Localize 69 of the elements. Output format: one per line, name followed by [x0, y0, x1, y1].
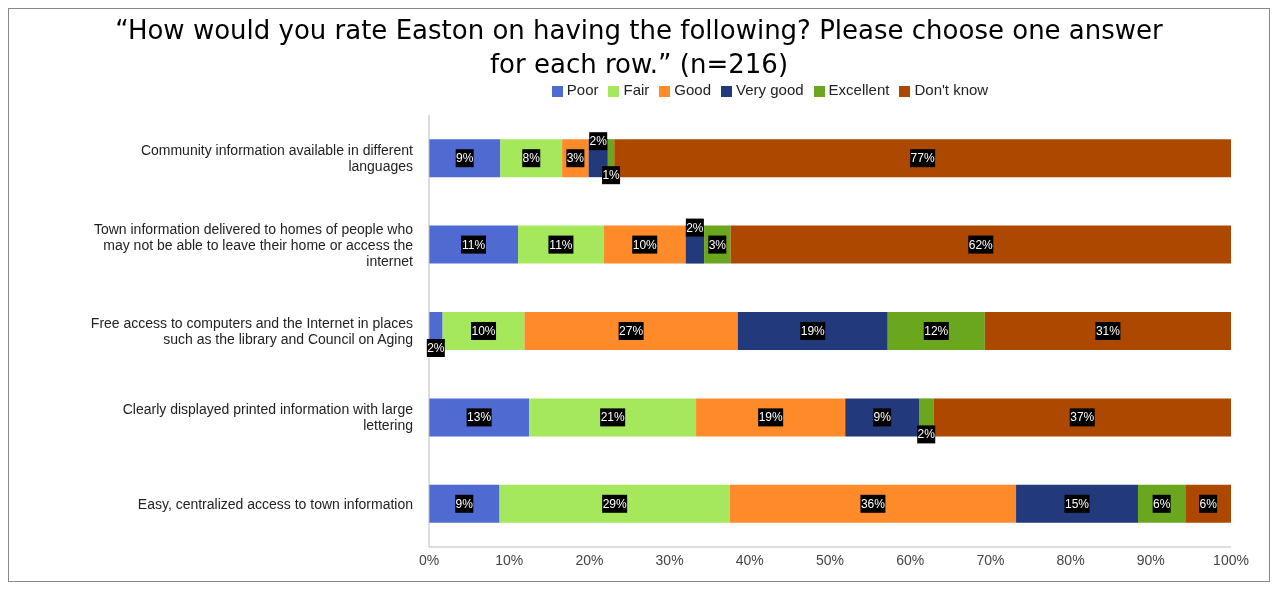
legend-label: Very good	[736, 81, 804, 98]
data-label: 11%	[461, 237, 486, 252]
legend-label: Good	[674, 81, 712, 98]
data-label: 3%	[566, 151, 585, 166]
data-label: 2%	[917, 427, 936, 442]
bar	[529, 398, 697, 437]
data-label: 31%	[1095, 323, 1121, 338]
data-label: 1%	[602, 168, 621, 183]
legend-label: Don't know	[914, 81, 989, 98]
x-tick-label: 10%	[495, 551, 524, 568]
data-label: 29%	[602, 496, 627, 511]
x-tick-label: 100%	[1213, 551, 1249, 568]
data-label: 9%	[456, 151, 474, 166]
bar	[429, 398, 530, 437]
data-label: 19%	[800, 323, 826, 338]
data-label: 11%	[549, 237, 573, 252]
data-label: 36%	[860, 496, 886, 511]
x-tick-label: 40%	[735, 551, 764, 568]
bar	[887, 311, 985, 350]
data-label: 19%	[758, 410, 783, 425]
y-tick-label: Town information delivered to homes of people who may not be able to leave their home or access the internet	[93, 220, 414, 269]
data-label: 27%	[619, 323, 644, 338]
y-tick-label: Easy, centralized access to town information	[137, 495, 413, 512]
bar	[845, 398, 920, 437]
x-tick-label: 70%	[976, 551, 1005, 568]
data-label: 62%	[968, 237, 994, 252]
y-tick-label: Community information available in different languages	[140, 142, 414, 175]
bar	[524, 311, 738, 350]
bar	[1016, 484, 1138, 523]
legend-label: Fair	[623, 81, 650, 98]
data-label: 9%	[455, 496, 474, 511]
x-tick-label: 80%	[1056, 551, 1085, 568]
data-label: 9%	[873, 410, 892, 425]
y-tick-label: Clearly displayed printed information with large lettering	[122, 401, 414, 434]
bar	[696, 398, 846, 437]
data-label: 3%	[708, 237, 727, 252]
data-label: 10%	[632, 237, 658, 252]
data-label: 6%	[1199, 496, 1218, 511]
bar	[729, 484, 1017, 523]
data-label: 8%	[522, 151, 541, 166]
data-label: 2%	[686, 220, 704, 235]
y-tick-label: Free access to computers and the Internet in places such as the library and Council on Aging	[90, 315, 413, 347]
bar	[737, 311, 888, 350]
data-label: 13%	[467, 410, 492, 425]
data-label: 12%	[924, 323, 949, 338]
x-tick-label: 30%	[655, 551, 684, 568]
data-label: 10%	[471, 323, 496, 338]
bar	[500, 139, 563, 178]
data-label: 77%	[910, 151, 935, 166]
x-tick-label: 90%	[1136, 551, 1165, 568]
x-tick-label: 20%	[575, 551, 604, 568]
x-tick-label: 0%	[418, 551, 440, 568]
x-tick-label: 50%	[815, 551, 845, 568]
chart-title: “How would you rate Easton on having the following? Please choose one answer for each row.” (n=216)	[114, 14, 1164, 81]
legend-label: Poor	[566, 81, 599, 98]
x-tick-label: 60%	[896, 551, 925, 568]
bar	[984, 311, 1231, 350]
bar	[429, 484, 500, 523]
data-label: 6%	[1152, 496, 1171, 511]
bar	[933, 398, 1231, 437]
legend-label: Excellent	[828, 81, 890, 98]
data-label: 15%	[1065, 496, 1090, 511]
bar	[499, 484, 730, 523]
bar	[730, 225, 1231, 264]
bar	[429, 139, 501, 178]
data-label: 2%	[589, 134, 608, 149]
data-label: 37%	[1070, 410, 1095, 425]
data-label: 21%	[600, 410, 625, 425]
data-label: 2%	[427, 340, 445, 355]
